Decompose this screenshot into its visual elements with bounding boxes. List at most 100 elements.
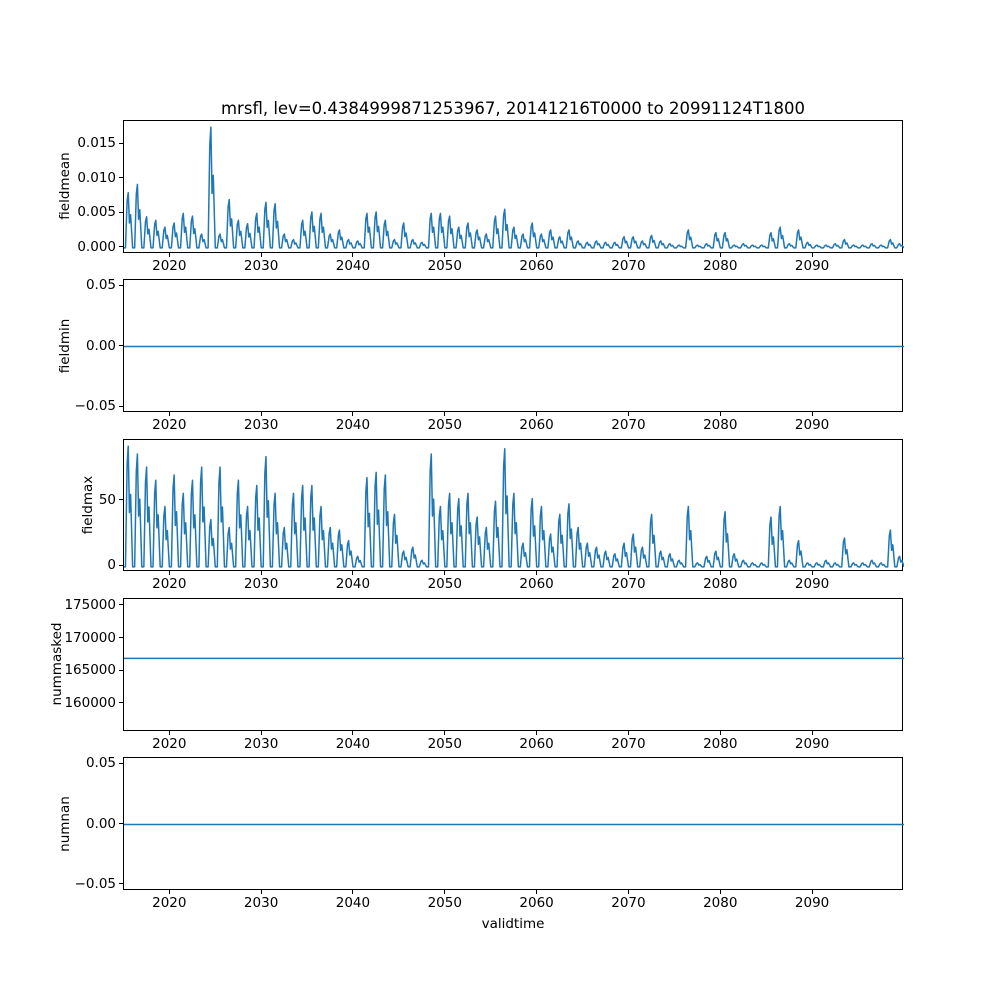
tick-mark [627,412,629,417]
tick-mark [119,405,123,407]
tick-mark [536,252,538,257]
figure-title: mrsfl, lev=0.4384999871253967, 20141216T… [220,99,806,118]
xtick-label: 2040 [335,735,371,752]
xtick-label: 2060 [519,895,554,911]
tick-mark [168,252,170,257]
tick-mark [352,252,354,257]
xtick-label: 2020 [152,895,187,911]
ytick-label: 0.010 [77,169,116,186]
tick-mark [168,412,170,417]
xtick-label: 2040 [335,576,371,593]
xtick-label: 2020 [152,576,187,593]
xtick-label: 2020 [152,417,187,434]
ytick-label: 165000 [64,662,116,679]
ytick-label: 0.00 [85,815,116,832]
xtick-label: 2090 [794,735,830,752]
xtick-label: 2060 [519,257,554,274]
xtick-label: 2060 [519,576,554,593]
tick-mark [444,890,446,894]
xtick-label: 2070 [611,576,646,593]
tick-mark [627,890,629,894]
tick-mark [119,177,123,179]
xtick-label: 2050 [427,257,462,274]
tick-mark [719,252,721,257]
xtick-label: 2090 [794,895,830,911]
xtick-label: 2080 [703,895,738,911]
subplot-nummasked [123,597,904,731]
tick-mark [627,571,629,576]
xtick-label: 2040 [335,257,371,274]
ytick-label: 0.015 [77,135,116,152]
subplot-numnan [123,757,904,890]
tick-mark [536,890,538,894]
xtick-label: 2020 [152,257,187,274]
fieldmean-series-line [124,126,904,249]
tick-mark [119,345,123,347]
ytick-label: 0.000 [77,238,116,255]
tick-mark [260,571,262,576]
tick-mark [119,284,123,286]
tick-mark [444,252,446,257]
tick-mark [627,730,629,735]
tick-mark [260,730,262,735]
xtick-label: 2070 [611,257,646,274]
ytick-label: 160000 [64,694,116,711]
tick-mark [536,412,538,417]
xtick-label: 2090 [794,576,830,593]
ytick-label: 50 [98,491,116,508]
tick-mark [719,890,721,894]
tick-mark [260,252,262,257]
xtick-label: 2060 [519,735,554,752]
xtick-label: 2070 [611,735,646,752]
tick-mark [119,883,123,885]
tick-mark [119,564,123,566]
tick-mark [811,252,813,257]
xtick-label: 2040 [335,417,371,434]
xtick-label: 2050 [427,895,462,911]
ytick-label: 0.00 [85,337,116,354]
tick-mark [260,412,262,417]
xtick-label: 2080 [703,576,738,593]
tick-mark [352,571,354,576]
xtick-label: 2050 [427,735,462,752]
tick-mark [352,412,354,417]
tick-mark [119,499,123,501]
xtick-label: 2020 [152,735,187,752]
xtick-label: 2090 [794,257,830,274]
y-axis-label-fieldmean: fieldmean [57,152,73,221]
ytick-label: −0.05 [74,875,116,892]
tick-mark [119,702,123,704]
tick-mark [811,730,813,735]
ytick-label: 0.05 [85,755,116,772]
ytick-label: 175000 [64,596,116,613]
subplot-fieldmax [123,438,904,572]
tick-mark [352,890,354,894]
tick-mark [119,142,123,144]
ytick-label: 170000 [64,629,116,646]
xtick-label: 2030 [243,417,279,434]
tick-mark [168,730,170,735]
tick-mark [536,571,538,576]
xtick-label: 2050 [427,417,462,434]
xtick-label: 2080 [703,417,738,434]
xtick-label: 2030 [243,735,279,752]
tick-mark [119,637,123,639]
tick-mark [119,604,123,606]
tick-mark [444,412,446,417]
tick-mark [811,412,813,417]
tick-mark [119,246,123,248]
tick-mark [536,730,538,735]
tick-mark [119,211,123,213]
tick-mark [168,890,170,894]
xtick-label: 2050 [427,576,462,593]
tick-mark [627,252,629,257]
xtick-label: 2070 [611,417,646,434]
tick-mark [352,730,354,735]
ytick-label: −0.05 [74,398,116,415]
y-axis-label-numnan: numnan [57,795,73,852]
xtick-label: 2080 [703,735,738,752]
xtick-label: 2040 [335,895,371,911]
tick-mark [119,762,123,764]
xtick-label: 2070 [611,895,646,911]
